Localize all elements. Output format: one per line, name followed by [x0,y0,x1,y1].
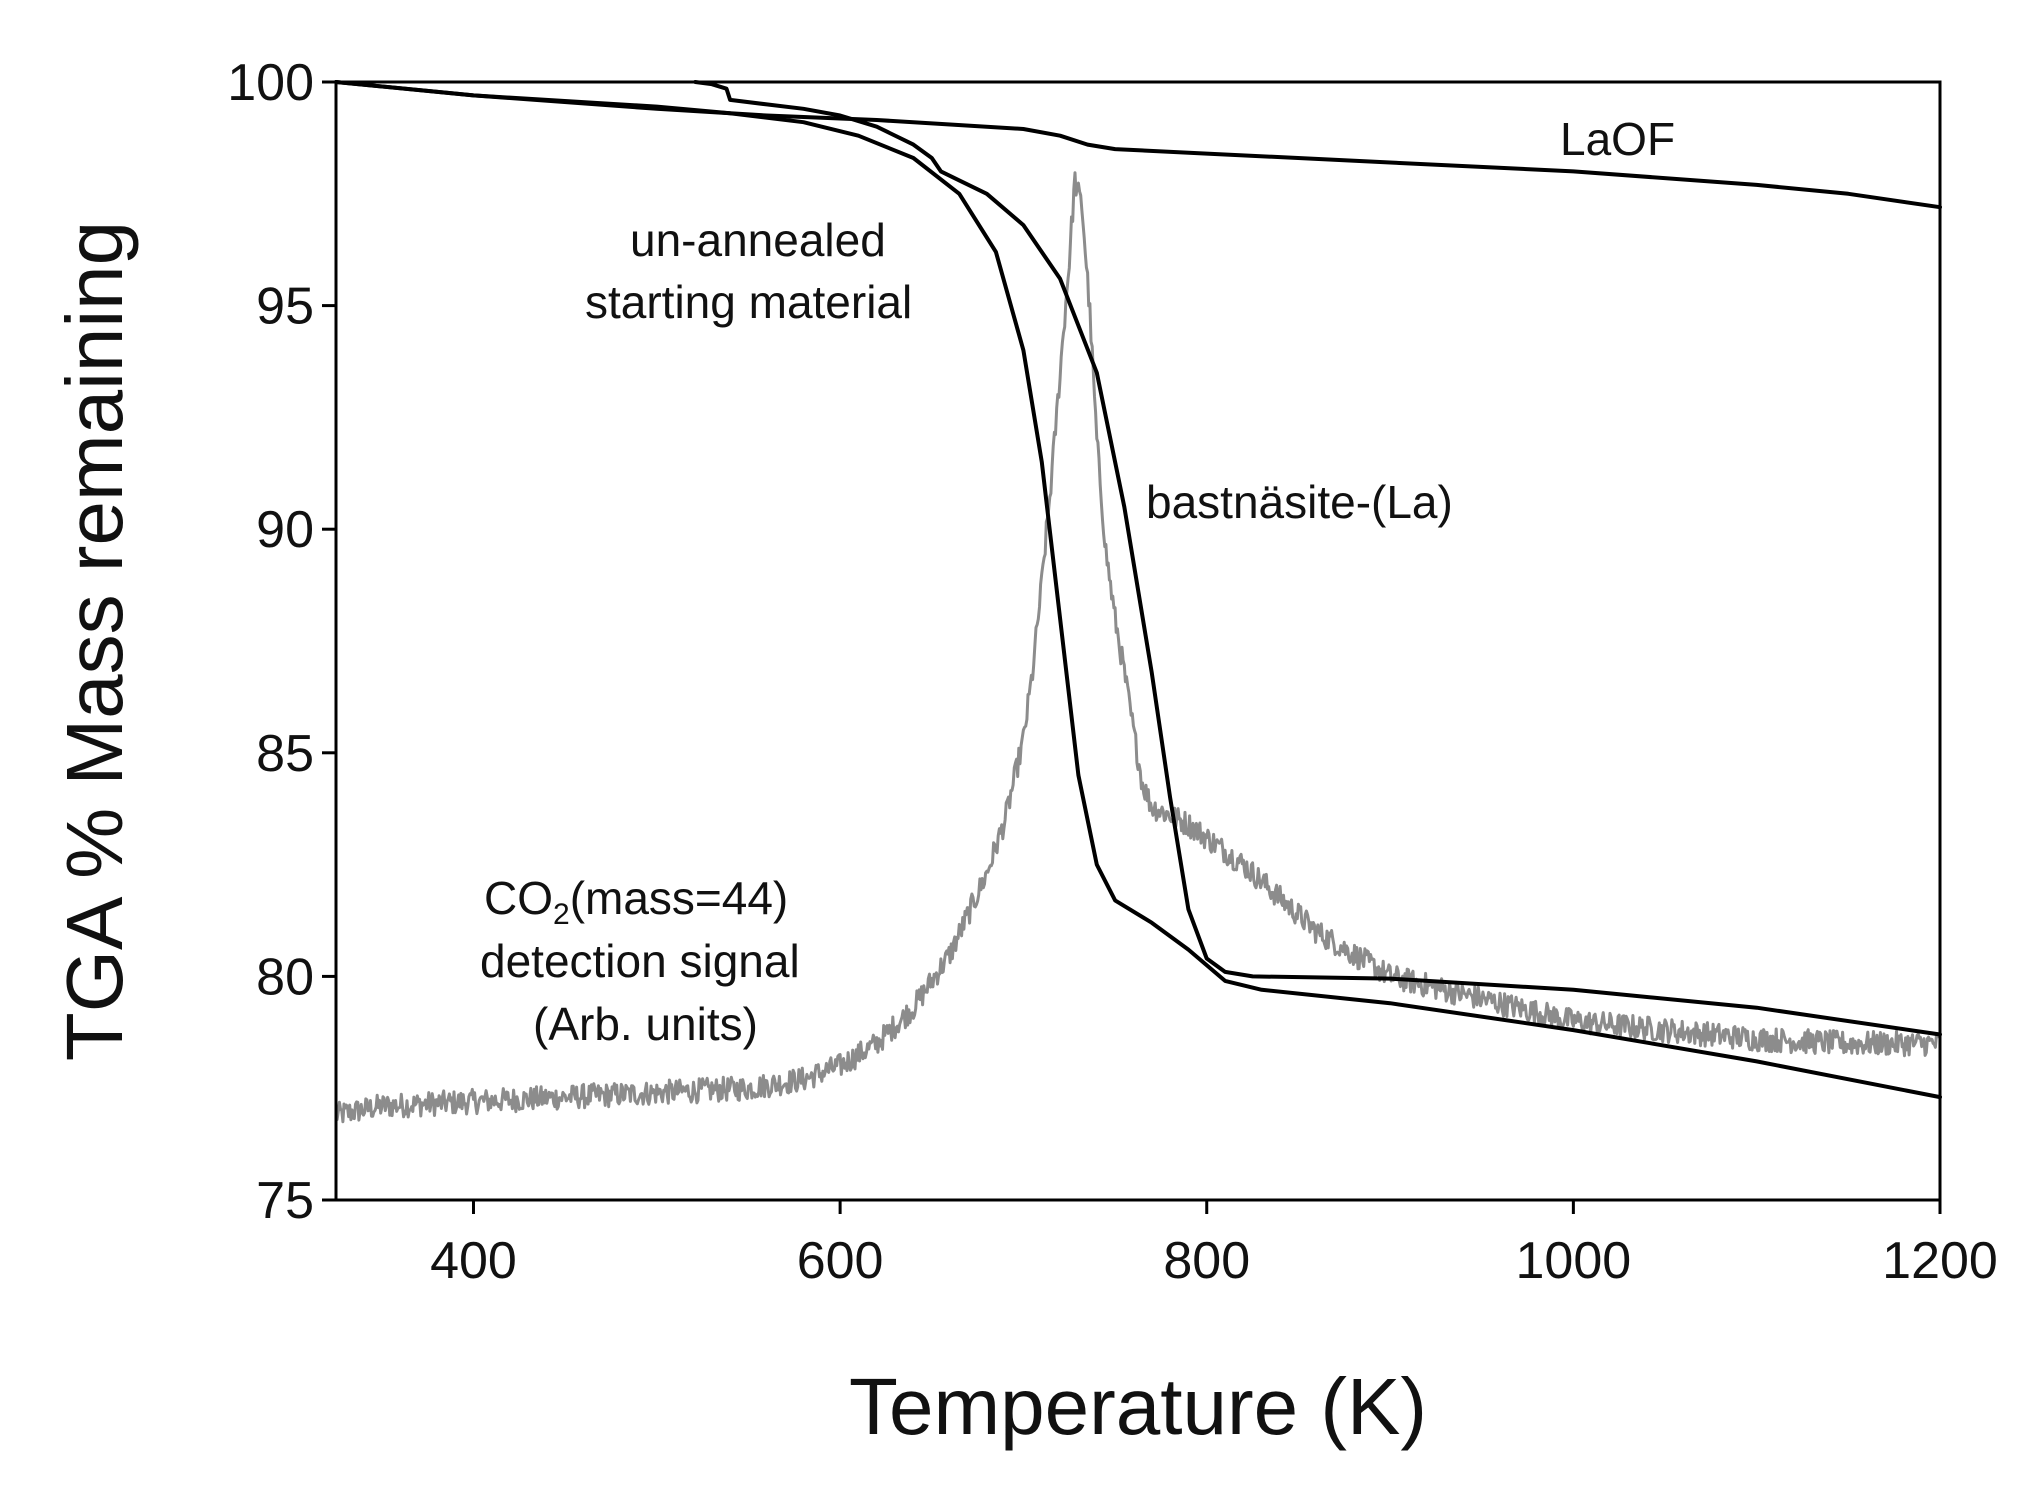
y-tick-label: 100 [227,54,314,112]
tga-chart: 75 80 85 90 95 100 400 600 800 1000 1200 TGA % Mas… [0,0,2028,1489]
x-axis-title: Temperature (K) [849,1362,1427,1451]
x-tick-label: 600 [797,1232,884,1290]
label-co2-line3: (Arb. units) [533,998,758,1050]
y-tick-label: 80 [256,948,314,1006]
y-axis-title: TGA % Mass remaining [50,221,139,1061]
y-tick-label: 85 [256,725,314,783]
label-co2-line1: CO2(mass=44) [484,872,788,931]
x-tick-label: 1200 [1882,1232,1998,1290]
x-tick-label: 800 [1163,1232,1250,1290]
co2-label-post: (mass=44) [570,872,789,924]
label-unannealed-line2: starting material [585,276,912,328]
y-tick-label: 95 [256,278,314,336]
label-bastnasite: bastnäsite-(La) [1146,476,1453,528]
co2-label-pre: CO [484,872,553,924]
x-tick-label: 400 [430,1232,517,1290]
co2-label-sub: 2 [553,898,570,931]
x-tick-label: 1000 [1516,1232,1632,1290]
y-tick-label: 75 [256,1172,314,1230]
label-co2-line2: detection signal [480,935,800,987]
label-unannealed-line1: un-annealed [630,214,886,266]
label-laof: LaOF [1560,113,1675,165]
y-tick-label: 90 [256,501,314,559]
